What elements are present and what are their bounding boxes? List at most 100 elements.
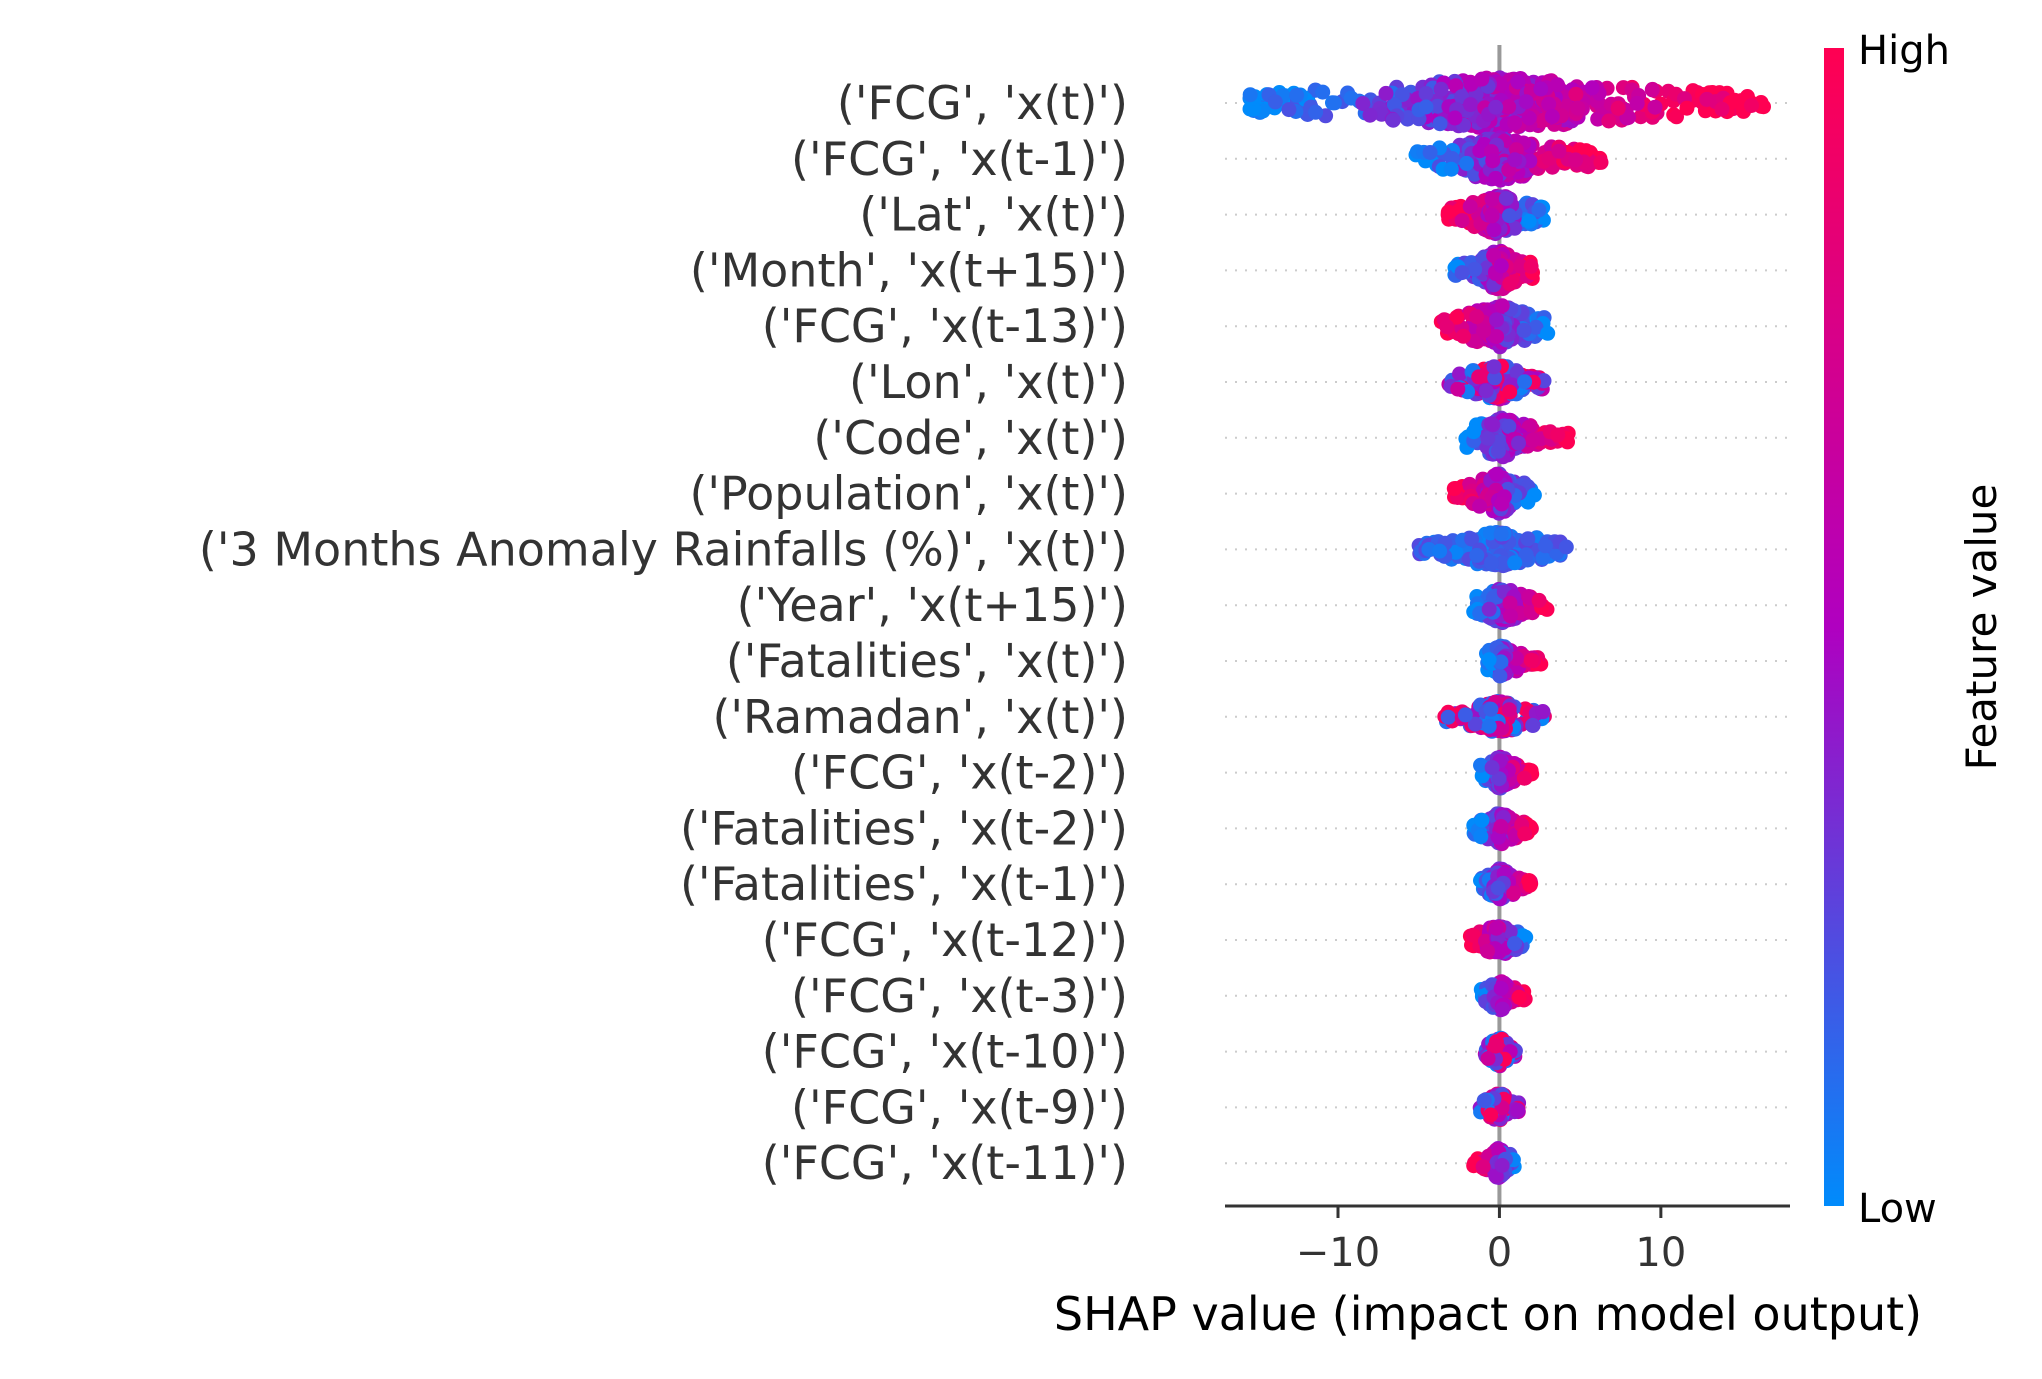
shap-point — [1486, 248, 1502, 263]
feature-label: ('Year', 'x(t+15)') — [737, 578, 1128, 632]
shap-point — [1570, 100, 1586, 116]
shap-point — [1601, 113, 1617, 129]
shap-point — [1452, 366, 1467, 382]
shap-point — [1535, 704, 1551, 719]
row-guides — [1225, 102, 1790, 1165]
shap-point — [1525, 432, 1541, 448]
shap-point — [1480, 943, 1495, 959]
shap-point — [1502, 276, 1518, 292]
shap-point — [1386, 97, 1402, 112]
shap-point — [1590, 111, 1606, 127]
feature-labels: ('FCG', 'x(t)')('FCG', 'x(t-1)')('Lat', … — [199, 76, 1128, 1190]
shap-point — [1568, 86, 1584, 102]
shap-point — [1511, 989, 1527, 1005]
shap-point — [1466, 424, 1482, 440]
feature-label: ('FCG', 'x(t-1)') — [791, 132, 1128, 186]
shap-point — [1355, 96, 1371, 111]
feature-label: ('Lat', 'x(t)') — [859, 188, 1128, 242]
shap-point — [1400, 110, 1416, 126]
shap-point — [1481, 718, 1497, 734]
colorbar: High Low Feature value — [1824, 28, 2006, 1232]
feature-label: ('FCG', 'x(t-2)') — [791, 746, 1128, 800]
feature-label: ('Ramadan', 'x(t)') — [712, 690, 1128, 744]
shap-point — [1593, 154, 1609, 170]
shap-point — [1362, 107, 1378, 123]
shap-point — [1544, 109, 1560, 124]
shap-point — [1432, 543, 1448, 559]
shap-point — [1444, 151, 1460, 166]
shap-point — [1517, 826, 1533, 842]
feature-label: ('FCG', 'x(t-9)') — [791, 1080, 1128, 1134]
x-axis: −10 0 10 — [1225, 1204, 1790, 1276]
shap-point — [1484, 555, 1499, 571]
shap-point — [1489, 329, 1505, 345]
shap-point — [1492, 668, 1508, 684]
x-axis-title: SHAP value (impact on model output) — [1054, 1287, 1922, 1341]
shap-point — [1517, 374, 1533, 390]
shap-point — [1558, 539, 1574, 555]
shap-point — [1501, 418, 1517, 434]
colorbar-gradient — [1824, 48, 1844, 1206]
shap-point — [1644, 82, 1660, 98]
shap-point — [1486, 359, 1502, 375]
shap-point — [1422, 145, 1438, 160]
shap-point — [1378, 85, 1394, 101]
shap-point — [1326, 95, 1342, 111]
shap-point — [1267, 94, 1283, 110]
shap-point — [1679, 100, 1695, 116]
shap-point — [1281, 102, 1297, 118]
feature-label: ('FCG', 'x(t)') — [837, 76, 1128, 130]
shap-point — [1472, 143, 1488, 159]
shap-point — [1502, 924, 1518, 940]
shap-point — [1485, 153, 1501, 169]
shap-point — [1465, 927, 1481, 943]
shap-point — [1454, 265, 1470, 281]
feature-label: ('Month', 'x(t+15)') — [690, 243, 1128, 297]
shap-point — [1483, 701, 1499, 717]
shap-point — [1516, 322, 1532, 338]
shap-point — [1463, 97, 1478, 113]
shap-point — [1528, 319, 1544, 335]
shap-point — [1621, 109, 1636, 125]
shap-point — [1531, 202, 1547, 218]
shap-point — [1502, 384, 1518, 400]
shap-point — [1525, 717, 1541, 733]
shap-point — [1714, 101, 1730, 117]
shap-point — [1430, 98, 1445, 114]
shap-point — [1432, 116, 1448, 132]
shap-point — [1473, 829, 1489, 845]
shap-point — [1343, 90, 1359, 106]
shap-point — [1669, 109, 1684, 125]
shap-point — [1476, 1093, 1492, 1109]
shap-point — [1522, 877, 1538, 893]
shap-point — [1502, 595, 1518, 611]
shap-point — [1455, 328, 1471, 344]
shap-point — [1467, 261, 1483, 277]
shap-point — [1484, 208, 1500, 224]
shap-point — [1464, 531, 1480, 547]
shap-point — [1488, 99, 1504, 115]
shap-point — [1433, 81, 1449, 97]
shap-point — [1540, 325, 1556, 341]
shap-point — [1490, 880, 1506, 896]
shap-point — [1467, 716, 1483, 732]
shap-point — [1469, 547, 1485, 563]
x-tick-label: −10 — [1296, 1230, 1380, 1276]
colorbar-high-label: High — [1858, 28, 1950, 74]
shap-point — [1483, 1107, 1499, 1123]
feature-label: ('FCG', 'x(t-11)') — [762, 1136, 1128, 1190]
shap-point — [1486, 222, 1502, 238]
shap-point — [1647, 99, 1663, 115]
feature-label: ('Fatalities', 'x(t-2)') — [680, 801, 1128, 855]
feature-label: ('FCG', 'x(t-3)') — [791, 969, 1128, 1023]
shap-point — [1551, 143, 1567, 159]
shap-point — [1506, 885, 1522, 901]
shap-point — [1385, 112, 1401, 128]
shap-point — [1480, 1051, 1496, 1066]
shap-point — [1494, 496, 1510, 512]
shap-point — [1510, 74, 1526, 90]
shap-point — [1550, 77, 1565, 93]
shap-point — [1488, 920, 1504, 936]
